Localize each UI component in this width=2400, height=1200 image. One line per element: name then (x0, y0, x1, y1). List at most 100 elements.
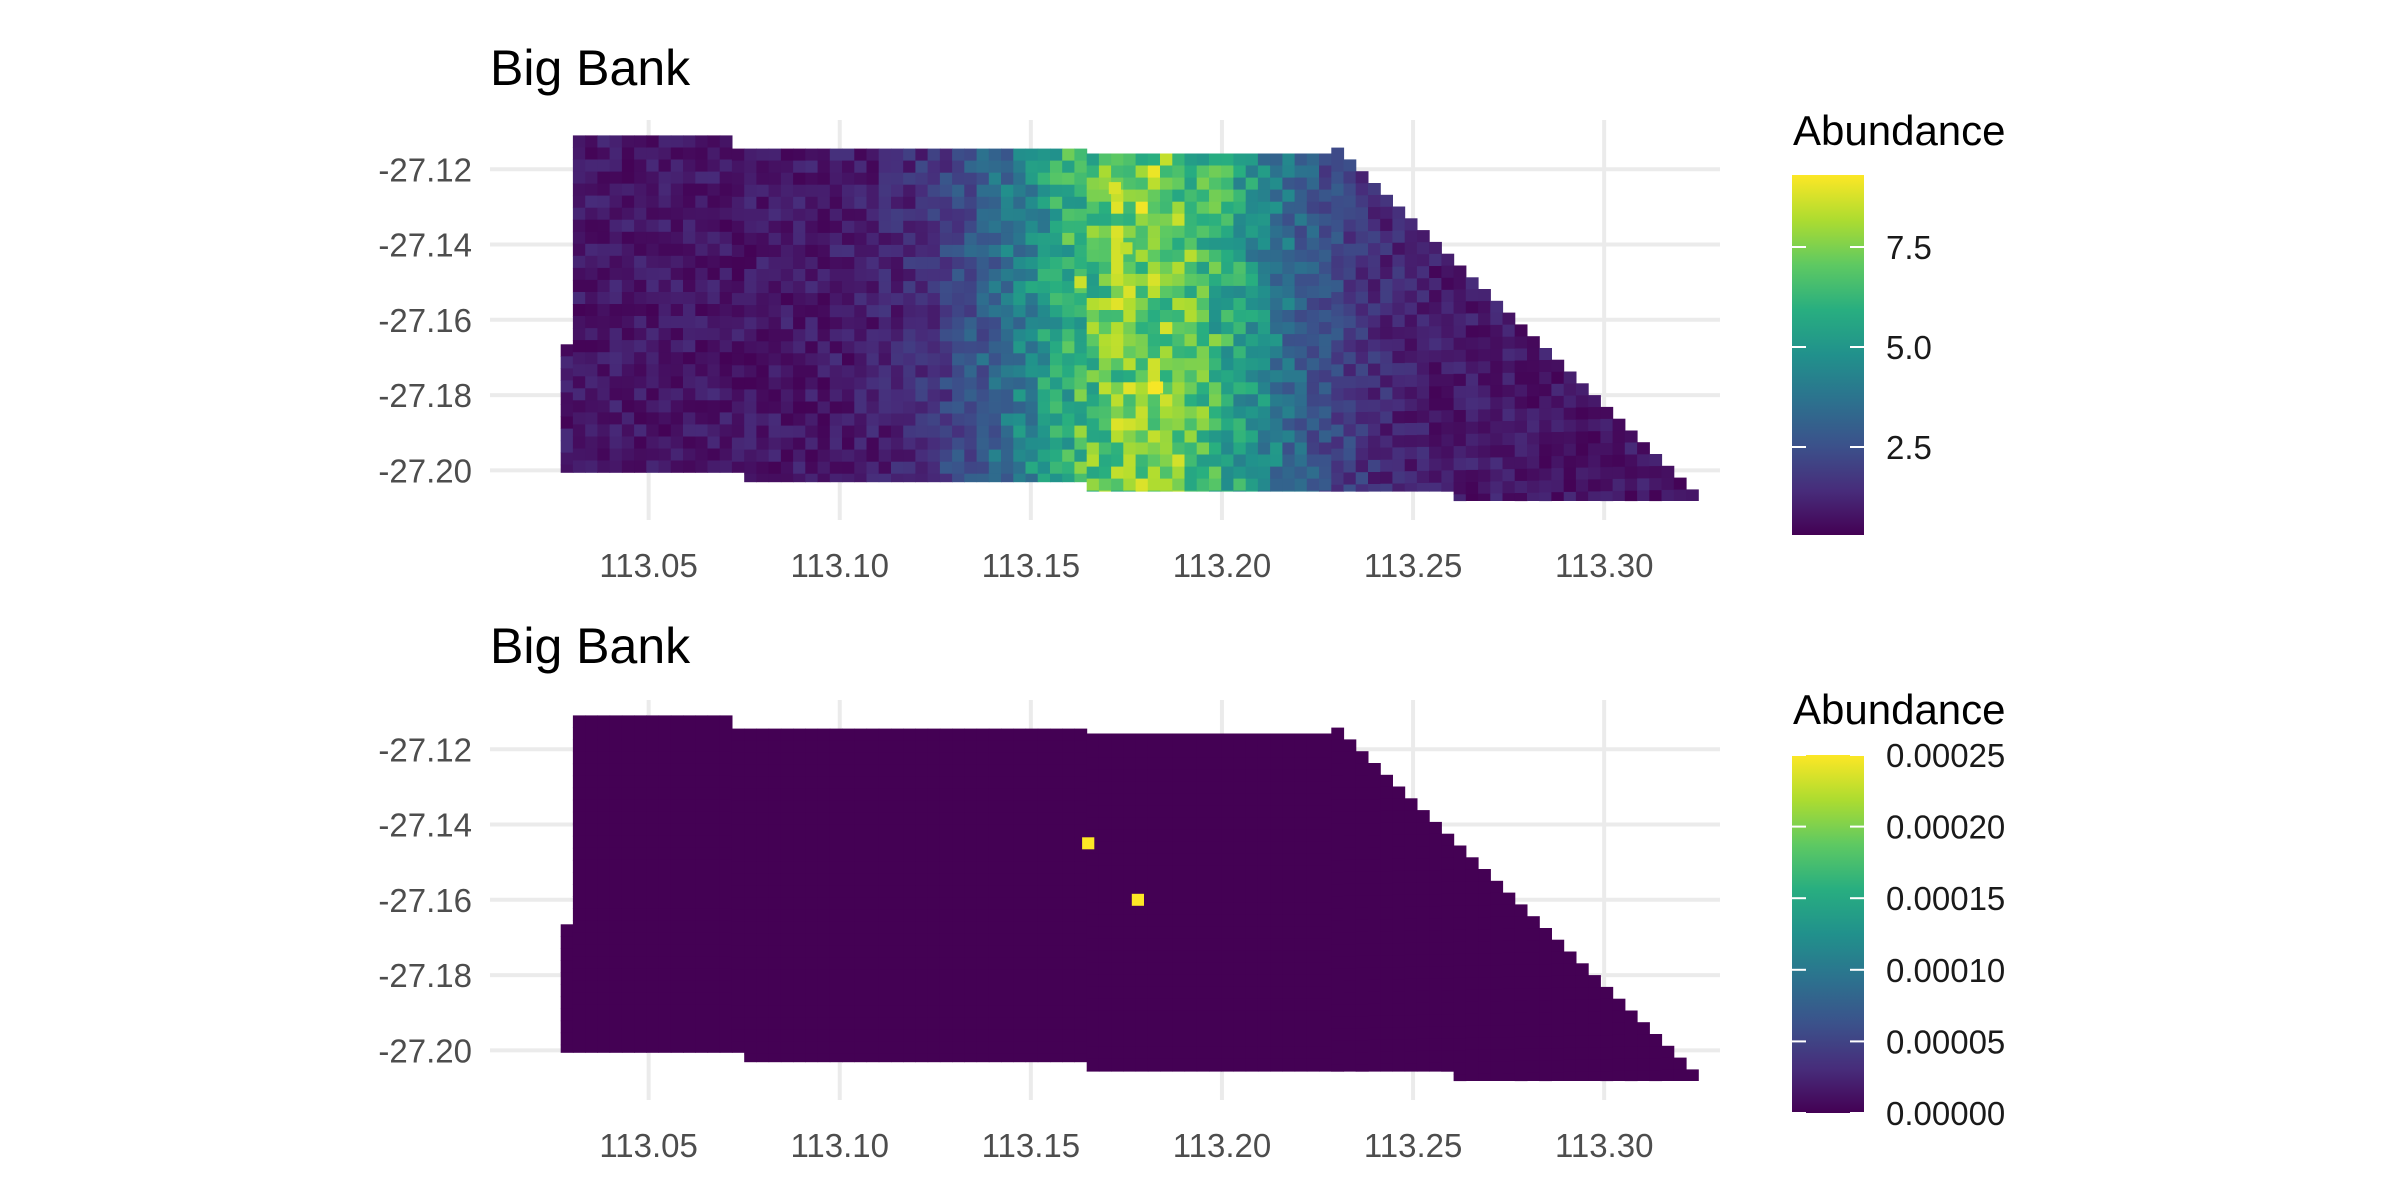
heatmap-tile (1001, 437, 1014, 451)
heatmap-tile (842, 933, 855, 946)
heatmap-tile (842, 861, 855, 874)
heatmap-tile (829, 740, 843, 754)
heatmap-tile (1355, 400, 1369, 413)
heatmap-tile (572, 944, 586, 957)
heatmap-tile (829, 473, 843, 483)
heatmap-tile (1380, 387, 1393, 400)
heatmap-tile (1416, 350, 1430, 364)
heatmap-tile (854, 861, 868, 874)
heatmap-tile (621, 171, 635, 185)
heatmap-tile (939, 196, 953, 210)
heatmap-tile (1343, 751, 1357, 764)
heatmap-tile (1637, 442, 1650, 455)
heatmap-tile (756, 184, 770, 198)
heatmap-tile (854, 305, 868, 318)
heatmap-tile (634, 727, 647, 741)
heatmap-tile (1172, 334, 1186, 347)
heatmap-tile (646, 872, 660, 885)
heatmap-tile (1147, 442, 1161, 456)
heatmap-tile (1221, 478, 1234, 492)
heatmap-tile (1294, 430, 1308, 443)
heatmap-tile (1050, 413, 1063, 427)
heatmap-tile (878, 184, 892, 198)
heatmap-tile (1514, 964, 1528, 978)
heatmap-tile (1074, 740, 1088, 754)
heatmap-tile (1514, 420, 1528, 434)
heatmap-tile (1404, 423, 1418, 436)
heatmap-tile (1294, 865, 1308, 879)
heatmap-tile (1111, 1010, 1124, 1023)
heatmap-tile (597, 243, 611, 257)
heatmap-tile (1147, 890, 1161, 903)
heatmap-tile (1465, 941, 1479, 955)
heatmap-tile (1111, 890, 1124, 903)
heatmap-tile (915, 824, 929, 838)
heatmap-tile (1086, 382, 1100, 395)
heatmap-tile (1147, 745, 1161, 759)
heatmap-tile (756, 257, 770, 270)
heatmap-tile (597, 279, 611, 293)
heatmap-tile (1147, 733, 1161, 747)
heatmap-tile (780, 401, 794, 415)
heatmap-tile (1025, 800, 1039, 814)
heatmap-tile (670, 1040, 684, 1053)
heatmap-tile (1184, 914, 1198, 927)
heatmap-tile (964, 148, 978, 162)
heatmap-tile (1294, 418, 1308, 431)
heatmap-tile (707, 292, 721, 305)
heatmap-tile (780, 196, 794, 210)
heatmap-tile (1001, 160, 1014, 174)
heatmap-tile (842, 969, 855, 982)
heatmap-tile (939, 365, 953, 378)
heatmap-tile (1086, 1022, 1100, 1036)
heatmap-tile (707, 243, 721, 257)
heatmap-tile (1355, 255, 1369, 269)
heatmap-tile (1001, 764, 1014, 778)
heatmap-tile (1074, 873, 1088, 886)
heatmap-tile (1429, 422, 1442, 436)
heatmap-tile (903, 824, 916, 838)
heatmap-tile (1441, 1026, 1455, 1039)
heatmap-tile (634, 847, 647, 861)
heatmap-tile (1123, 153, 1137, 167)
heatmap-tile (1245, 273, 1259, 287)
heatmap-tile (964, 269, 978, 282)
heatmap-tile (1539, 964, 1552, 977)
heatmap-tile (1196, 1034, 1210, 1048)
heatmap-tile (1257, 1058, 1271, 1072)
heatmap-tile (1233, 781, 1247, 795)
heatmap-tile (829, 993, 843, 1007)
heatmap-tile (1086, 998, 1100, 1011)
heatmap-tile (670, 956, 684, 969)
heatmap-tile (805, 981, 819, 995)
heatmap-tile (927, 160, 941, 174)
heatmap-tile (731, 1041, 745, 1053)
heatmap-tile (903, 413, 916, 427)
heatmap-tile (817, 208, 831, 222)
heatmap-tile (1404, 858, 1418, 872)
heatmap-tile (1429, 894, 1442, 907)
heatmap-tile (1233, 914, 1247, 927)
heatmap-tile (817, 921, 831, 934)
heatmap-tile (1013, 1017, 1027, 1031)
heatmap-tile (1392, 266, 1406, 280)
heatmap-tile (1416, 906, 1430, 919)
heatmap-tile (780, 1017, 794, 1031)
heatmap-tile (768, 1041, 782, 1055)
heatmap-tile (1453, 869, 1467, 883)
heatmap-tile (878, 969, 892, 982)
heatmap-tile (1453, 446, 1467, 459)
heatmap-tile (1172, 478, 1186, 492)
heatmap-tile (1196, 261, 1210, 275)
heatmap-tile (1441, 845, 1455, 859)
heatmap-tile (939, 957, 953, 970)
heatmap-tile (597, 908, 611, 921)
heatmap-tile (1282, 189, 1296, 203)
heatmap-tile (1025, 148, 1039, 162)
heatmap-tile (976, 764, 990, 778)
heatmap-tile (842, 945, 855, 958)
heatmap-tile (1588, 395, 1601, 408)
heatmap-tile (1013, 1041, 1027, 1055)
heatmap-tile (1380, 835, 1393, 848)
heatmap-tile (976, 945, 990, 958)
